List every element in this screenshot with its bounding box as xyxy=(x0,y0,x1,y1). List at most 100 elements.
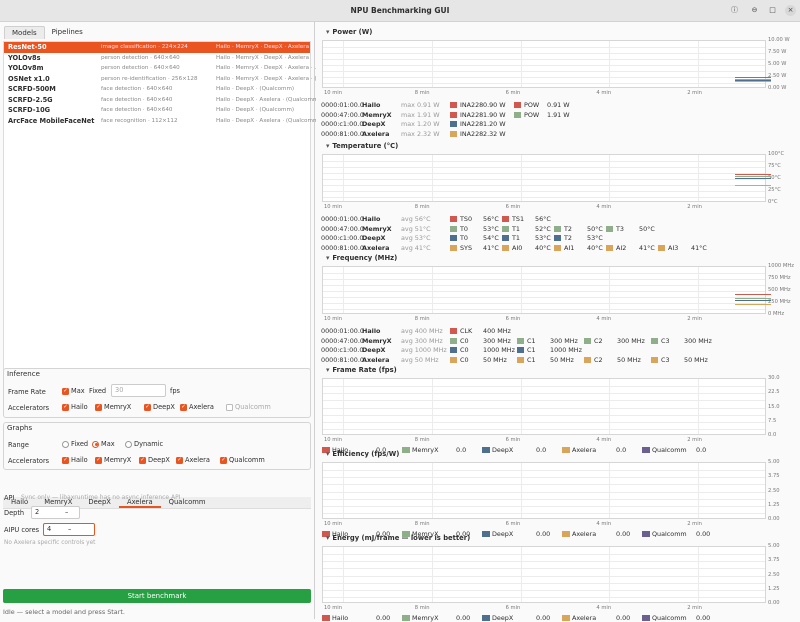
grid-line xyxy=(343,155,344,201)
sensor-swatch xyxy=(450,225,457,232)
series-line xyxy=(735,300,771,301)
graph-title-power[interactable]: ▾ Power (W) xyxy=(326,28,372,36)
aipu-cores-input[interactable]: 4– xyxy=(43,523,95,536)
series-line xyxy=(735,294,771,295)
accel-checkbox-deepx[interactable]: ✓ DeepX xyxy=(139,456,170,464)
legend-swatch xyxy=(402,531,410,537)
y-tick-label: 3.75 xyxy=(768,473,780,480)
model-row[interactable]: SCRFD-2.5G face detection · 640×640 Hailo … xyxy=(4,95,321,106)
accel-checkbox-memryx[interactable]: ✓ MemryX xyxy=(95,456,131,464)
tab-models[interactable]: Models xyxy=(4,26,45,39)
grid-line xyxy=(323,185,765,186)
accel-checkbox-axelera[interactable]: ✓ Axelera xyxy=(180,403,214,411)
plot-freq xyxy=(322,266,766,314)
model-vendors: Hailo · MemryX · DeepX · Axelera xyxy=(216,44,310,50)
graph-title-text: Temperature (°C) xyxy=(332,142,399,150)
sensor-swatch xyxy=(658,244,665,251)
model-name: OSNet x1.0 xyxy=(8,74,50,83)
graph-title-eff[interactable]: ▾ Efficiency (fps/W) xyxy=(326,450,399,458)
fixed-fps-input[interactable]: 30 xyxy=(111,384,166,397)
sensor-value: 300 MHz xyxy=(684,336,712,345)
model-row[interactable]: ArcFace MobileFaceNet face recognition · … xyxy=(4,116,321,127)
device-address: 0000:c1:00.0 xyxy=(321,120,364,128)
grid-line xyxy=(323,484,765,486)
depth-decrement-button[interactable]: – xyxy=(65,508,69,516)
x-tick-label: 8 min xyxy=(414,521,430,527)
sensor-swatch xyxy=(502,244,509,251)
model-row[interactable]: ResNet-50 image classification · 224×224 H… xyxy=(4,42,310,53)
sensor-swatch xyxy=(450,216,457,222)
accel-checkbox-axelera[interactable]: ✓ Axelera xyxy=(176,456,210,464)
sensor-value: 56°C xyxy=(535,215,551,223)
status-text: Idle — select a model and press Start. xyxy=(3,608,125,616)
legend-name: MemryX xyxy=(412,530,439,538)
legend-name: Qualcomm xyxy=(652,530,687,538)
legend-value: 0.0 xyxy=(376,446,387,454)
legend-name: DeepX xyxy=(492,614,514,622)
accel-checkbox-hailo[interactable]: ✓ Hailo xyxy=(62,456,88,464)
graph-title-fps[interactable]: ▾ Frame Rate (fps) xyxy=(326,366,397,374)
legend-name: DeepX xyxy=(492,446,514,454)
sensor-name: AI3 xyxy=(668,243,679,252)
model-list[interactable]: ResNet-50 image classification · 224×224 H… xyxy=(3,41,349,385)
x-tick-label: 10 min xyxy=(324,316,343,322)
close-icon[interactable]: × xyxy=(785,5,796,16)
tab-hailo[interactable]: Hailo xyxy=(11,498,29,506)
sensor-value: 1.90 W xyxy=(483,110,506,119)
model-vendors: Hailo · DeepX · Axelera · (Qualcomm) xyxy=(216,96,321,103)
accel-checkbox-qualcomm[interactable]: ✓ Qualcomm xyxy=(220,456,265,464)
sensor-swatch xyxy=(554,225,561,232)
legend-swatch xyxy=(642,531,650,537)
model-row[interactable]: YOLOv8s person detection · 640×640 Hailo ·… xyxy=(4,53,310,64)
tab-axelera[interactable]: Axelera xyxy=(118,497,161,508)
y-tick-label: 0.0 xyxy=(768,432,777,438)
range-dynamic-radio[interactable]: Dynamic xyxy=(125,440,163,448)
sensor-value: 53°C xyxy=(483,224,499,233)
tab-pipelines[interactable]: Pipelines xyxy=(51,28,83,36)
aipu-cores-label: AIPU cores xyxy=(4,526,40,534)
chevron-down-icon: ▾ xyxy=(326,450,330,458)
tab-qualcomm[interactable]: Qualcomm xyxy=(168,498,206,506)
grid-line xyxy=(323,303,765,304)
graph-title-temp[interactable]: ▾ Temperature (°C) xyxy=(326,142,398,150)
graph-title-energy[interactable]: ▾ Energy (mJ/frame — lower is better) xyxy=(326,534,470,542)
y-tick-label: 30.0 xyxy=(768,375,780,381)
model-vendors: Hailo · MemryX · DeepX · Axelera · (Qual… xyxy=(216,75,350,82)
tab-deepx[interactable]: DeepX xyxy=(88,498,111,506)
tab-memryx[interactable]: MemryX xyxy=(44,498,73,506)
legend-name: MemryX xyxy=(412,446,439,454)
sensor-swatch xyxy=(584,337,591,344)
accel-checkbox-hailo[interactable]: ✓ Hailo xyxy=(62,403,88,411)
depth-input[interactable]: 2– xyxy=(31,506,80,519)
accel-checkbox-qualcomm[interactable]: Qualcomm xyxy=(226,403,271,411)
sensor-name: SYS xyxy=(460,243,473,252)
model-row[interactable]: SCRFD-10G face detection · 640×640 Hailo ·… xyxy=(4,105,310,116)
y-tick-label: 5.00 xyxy=(768,459,780,465)
model-name: YOLOv8s xyxy=(8,53,41,62)
sensor-swatch xyxy=(450,111,457,118)
help-icon[interactable]: ⓘ xyxy=(731,6,738,14)
start-benchmark-button[interactable]: Start benchmark xyxy=(3,589,311,603)
range-max-radio[interactable]: Max xyxy=(92,440,115,448)
sensor-value: 50 MHz xyxy=(617,355,641,364)
sensor-name: T3 xyxy=(616,224,624,233)
legend-name: Axelera xyxy=(572,530,597,538)
x-tick-label: 2 min xyxy=(687,204,702,210)
maximize-icon[interactable]: □ xyxy=(769,6,776,14)
minimize-icon[interactable]: ⊖ xyxy=(751,6,758,14)
graph-accelerators-label: Accelerators xyxy=(8,457,50,465)
accel-checkbox-memryx[interactable]: ✓ MemryX xyxy=(95,403,131,411)
graph-title-freq[interactable]: ▾ Frequency (MHz) xyxy=(326,254,397,262)
accel-checkbox-deepx[interactable]: ✓ DeepX xyxy=(144,403,175,411)
range-fixed-radio[interactable]: Fixed xyxy=(62,440,88,448)
y-tick-label: 0.00 xyxy=(768,600,780,606)
model-row[interactable]: YOLOv8m person detection · 640×640 Hailo ·… xyxy=(4,63,320,74)
max-checkbox[interactable]: ✓ Max xyxy=(62,387,85,395)
y-tick-label: 100°C xyxy=(768,151,785,157)
model-row[interactable]: OSNet x1.0 person re-identification · 256… xyxy=(4,74,349,85)
grid-line xyxy=(698,155,700,201)
device-address: 0000:47:00.0 xyxy=(321,110,364,119)
model-row[interactable]: SCRFD-500M face detection · 640×640 Hailo … xyxy=(4,84,310,95)
aipu-decrement-button[interactable]: – xyxy=(68,525,72,533)
grid-line xyxy=(609,267,611,313)
